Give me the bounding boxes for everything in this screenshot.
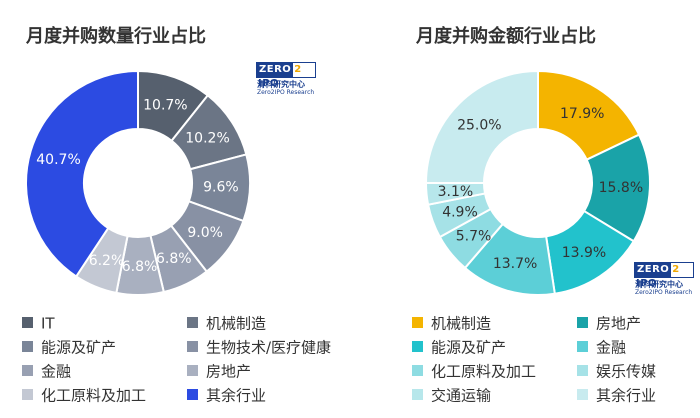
legend-item: 房地产	[187, 360, 251, 382]
data-label-6: 6.8%	[122, 259, 158, 275]
legend-swatch	[577, 340, 588, 352]
donut-chart-amount: 17.9% 15.8% 13.9% 13.7%5.7% 4.9% 3.1% 25.0%	[424, 69, 651, 296]
data-label-3: 9.6%	[203, 180, 239, 196]
legend-swatch	[412, 364, 423, 376]
legend-item: 生物技术/医疗健康	[187, 336, 331, 358]
legend-swatch	[187, 340, 198, 352]
chart-panel-quantity: 月度并购数量行业占比 10.7% 10.2% 9.6% 9.0% 6.8% 6.8% 6.2…	[22, 26, 331, 405]
logo-two: 2	[294, 64, 302, 75]
legend-label: 其余行业	[206, 386, 267, 405]
legend-label: 机械制造	[431, 314, 492, 333]
chart-legend: IT 机械制造能源及矿产 生物技术/医疗健康金融 房地产化工原料及加工 其余行业	[22, 312, 362, 412]
logo-ipo: IPO	[258, 78, 280, 89]
logo-ipo: IPO	[636, 278, 658, 289]
data-label-2: 15.8%	[599, 180, 643, 196]
logo-zero: ZERO	[635, 263, 672, 277]
pie-slice-8	[25, 69, 139, 278]
legend-item: 化工原料及加工	[412, 360, 536, 382]
legend-item: 娱乐传媒	[577, 360, 656, 382]
legend-swatch	[22, 388, 33, 400]
legend-swatch	[22, 340, 33, 352]
legend-item: 能源及矿产	[412, 336, 506, 358]
legend-swatch	[187, 388, 198, 400]
zero2ipo-logo: ZERO 2 IPO 清科研究中心 Zero2IPO Research	[256, 62, 318, 98]
legend-item: 机械制造	[187, 312, 266, 334]
data-label-3: 13.9%	[562, 245, 606, 261]
legend-swatch	[577, 364, 588, 376]
legend-item: 其余行业	[187, 384, 266, 406]
logo-english-name: Zero2IPO Research	[635, 289, 693, 296]
logo-zero: ZERO	[257, 63, 294, 77]
legend-label: 机械制造	[206, 314, 267, 333]
logo-chinese-name: 清科研究中心	[257, 80, 305, 89]
legend-swatch	[577, 316, 588, 328]
legend-item: 其余行业	[577, 384, 656, 406]
data-label-6: 4.9%	[442, 204, 478, 220]
legend-swatch	[412, 340, 423, 352]
legend-swatch	[412, 316, 423, 328]
chart-panel-amount: 月度并购金额行业占比 17.9% 15.8% 13.9% 13.7% 5.7% 4.9% 3…	[350, 0, 700, 418]
legend-item: 房地产	[577, 312, 641, 334]
donut-chart-quantity: 10.7%10.2%9.6%9.0%6.8%6.8%6.2%40.7%	[25, 69, 251, 296]
zero2ipo-logo: ZERO 2 IPO 清科研究中心 Zero2IPO Research	[634, 262, 696, 298]
legend-label: 金融	[41, 362, 72, 381]
legend-label: 生物技术/医疗健康	[206, 338, 332, 357]
logo-two: 2	[672, 264, 680, 275]
data-label-8: 40.7%	[36, 152, 80, 168]
data-label-5: 5.7%	[456, 228, 492, 244]
legend-item: 机械制造	[412, 312, 491, 334]
logo-wordmark: ZERO 2 IPO	[634, 262, 694, 289]
legend-item: IT	[22, 312, 55, 334]
legend-label: 交通运输	[431, 386, 492, 405]
logo-chinese-name: 清科研究中心	[635, 280, 683, 289]
legend-swatch	[187, 316, 198, 328]
data-label-8: 25.0%	[457, 117, 501, 133]
pie-slice-1	[537, 69, 641, 162]
data-label-4: 13.7%	[493, 256, 537, 272]
legend-item: 金融	[22, 360, 71, 382]
chart-title: 月度并购数量行业占比	[26, 26, 206, 47]
data-label-7: 3.1%	[438, 184, 474, 200]
legend-label: 能源及矿产	[431, 338, 507, 357]
legend-label: 化工原料及加工	[431, 362, 537, 381]
legend-swatch	[22, 364, 33, 376]
legend-item: 金融	[577, 336, 626, 358]
data-label-7: 6.2%	[89, 253, 125, 269]
data-label-5: 6.8%	[156, 251, 192, 267]
legend-label: 金融	[596, 338, 627, 357]
legend-swatch	[187, 364, 198, 376]
legend-item: 交通运输	[412, 384, 491, 406]
logo-wordmark: ZERO 2 IPO	[256, 62, 316, 89]
legend-label: IT	[41, 314, 55, 333]
legend-label: 娱乐传媒	[596, 362, 657, 381]
legend-swatch	[22, 316, 33, 328]
pie-slice-8	[424, 69, 539, 184]
data-label-2: 10.2%	[185, 131, 229, 147]
legend-swatch	[577, 388, 588, 400]
legend-item: 能源及矿产	[22, 336, 116, 358]
legend-label: 其余行业	[596, 386, 657, 405]
data-label-1: 10.7%	[143, 98, 187, 114]
legend-item: 化工原料及加工	[22, 384, 146, 406]
data-label-4: 9.0%	[187, 225, 223, 241]
data-label-1: 17.9%	[560, 106, 604, 122]
legend-label: 房地产	[206, 362, 252, 381]
legend-swatch	[412, 388, 423, 400]
chart-title: 月度并购金额行业占比	[416, 26, 596, 47]
legend-label: 能源及矿产	[41, 338, 117, 357]
legend-label: 化工原料及加工	[41, 386, 147, 405]
logo-english-name: Zero2IPO Research	[257, 89, 315, 96]
legend-label: 房地产	[596, 314, 642, 333]
chart-legend: 机械制造 房地产能源及矿产 金融化工原料及加工 娱乐传媒交通运输 其余行业	[412, 312, 700, 412]
